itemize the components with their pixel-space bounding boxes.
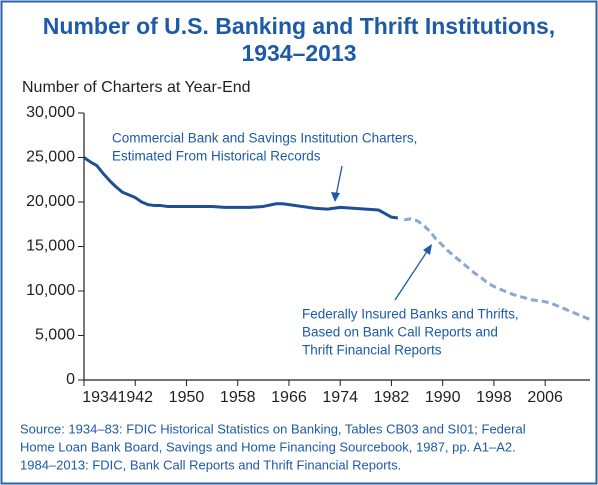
y-tick-label: 20,000	[26, 193, 75, 210]
chart-title: Number of U.S. Banking and Thrift Instit…	[43, 13, 555, 39]
x-tick-label: 1934	[82, 389, 118, 406]
y-tick-label: 15,000	[26, 238, 75, 255]
x-tick-label: 1990	[425, 389, 461, 406]
x-tick-label: 1998	[476, 389, 512, 406]
series-line	[404, 217, 591, 321]
x-tick-label: 1974	[322, 389, 358, 406]
arrow	[335, 165, 343, 197]
annotation: Based on Bank Call Reports and	[302, 325, 498, 340]
x-tick-label: 1982	[374, 389, 410, 406]
arrowhead	[423, 244, 432, 255]
series-line	[83, 156, 399, 220]
x-tick-label: 1942	[117, 389, 153, 406]
y-tick-label: 30,000	[26, 104, 75, 121]
chart-title: 1934–2013	[241, 40, 356, 66]
y-tick-label: 0	[66, 371, 75, 388]
source: 1984–2013: FDIC, Bank Call Reports and T…	[20, 457, 401, 472]
y-tick-label: 10,000	[26, 282, 75, 299]
y-tick-label: 5,000	[35, 327, 75, 344]
y-axis-label: Number of Charters at Year-End	[22, 79, 251, 96]
y-tick-label: 25,000	[26, 149, 75, 166]
source: Home Loan Bank Board, Savings and Home F…	[20, 439, 516, 454]
arrow	[394, 249, 429, 301]
source: Source: 1934–83: FDIC Historical Statist…	[20, 421, 526, 436]
x-tick-label: 1966	[271, 389, 307, 406]
arrowhead	[331, 192, 340, 202]
x-tick-label: 1958	[220, 389, 256, 406]
x-tick-label: 2006	[527, 389, 563, 406]
x-tick-label: 1950	[169, 389, 205, 406]
annotation: Thrift Financial Reports	[302, 343, 442, 358]
annotation: Estimated From Historical Records	[112, 149, 321, 164]
annotation: Commercial Bank and Savings Institution …	[112, 131, 417, 146]
annotation: Federally Insured Banks and Thrifts,	[302, 307, 519, 322]
